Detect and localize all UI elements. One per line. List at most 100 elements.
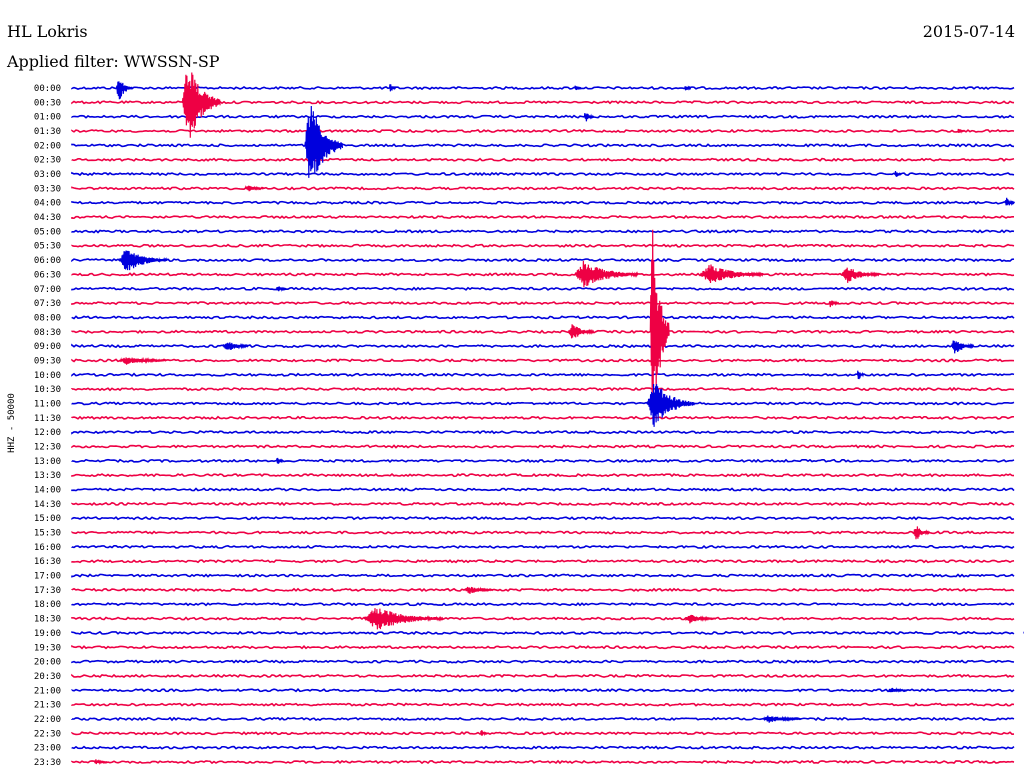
trace-row-0530 [71, 243, 1015, 248]
time-label: 01:00 [34, 113, 61, 123]
event-burst [119, 250, 168, 271]
event-burst [699, 264, 764, 284]
trace-row-0400 [71, 200, 1015, 205]
trace-lines [71, 85, 1015, 765]
time-label: 00:30 [34, 98, 61, 108]
event-burst [304, 105, 344, 178]
trace-row-1500 [71, 516, 1015, 521]
time-label: 02:00 [34, 141, 61, 151]
trace-row-1330 [71, 473, 1015, 478]
time-label: 06:00 [34, 256, 61, 266]
trace-row-1530 [71, 530, 1015, 535]
event-burst [119, 357, 168, 365]
time-label: 07:30 [34, 299, 61, 309]
time-label: 12:30 [34, 443, 61, 453]
trace-row-2000 [71, 659, 1015, 664]
event-burst [913, 526, 931, 540]
time-label: 01:30 [34, 127, 61, 137]
time-label: 14:00 [34, 486, 61, 496]
time-label: 05:00 [34, 227, 61, 237]
trace-row-1130 [71, 415, 1015, 420]
time-label: 09:30 [34, 356, 61, 366]
time-label: 05:30 [34, 242, 61, 252]
trace-row-2200 [71, 716, 1015, 722]
trace-row-1800 [71, 602, 1015, 607]
time-label: 13:30 [34, 471, 61, 481]
time-label: 08:00 [34, 313, 61, 323]
event-burst [115, 81, 133, 100]
time-label: 23:00 [34, 744, 61, 754]
trace-row-0230 [71, 157, 1015, 162]
trace-row-0200 [71, 143, 1015, 148]
event-burst [568, 324, 595, 339]
time-label: 18:00 [34, 600, 61, 610]
trace-row-1600 [71, 544, 1015, 549]
trace-row-0800 [71, 315, 1015, 320]
time-label: 20:00 [34, 658, 61, 668]
trace-row-1100 [71, 401, 1015, 406]
trace-row-0100 [71, 114, 1015, 119]
time-label: 13:00 [34, 457, 61, 467]
time-label: 04:30 [34, 213, 61, 223]
station-title: HL Lokris [7, 22, 88, 41]
event-burst [888, 687, 909, 693]
trace-row-1630 [71, 559, 1015, 564]
time-label: 22:30 [34, 729, 61, 739]
event-burst [684, 614, 717, 624]
time-label: 18:30 [34, 615, 61, 625]
time-label: 04:00 [34, 199, 61, 209]
time-label: 21:00 [34, 686, 61, 696]
event-burst [181, 72, 221, 138]
time-label: 19:30 [34, 643, 61, 653]
event-burst [951, 340, 975, 354]
event-burst [464, 586, 494, 594]
event-bursts [93, 72, 1024, 765]
event-burst [276, 286, 287, 292]
trace-row-1400 [71, 487, 1015, 492]
trace-row-1030 [71, 386, 1015, 392]
time-label: 19:00 [34, 629, 61, 639]
trace-row-2030 [71, 673, 1015, 679]
time-label: 21:30 [34, 701, 61, 711]
trace-row-0300 [71, 171, 1015, 177]
trace-row-0830 [71, 329, 1015, 334]
trace-row-0000 [71, 85, 1015, 91]
event-burst [894, 170, 902, 177]
event-burst [856, 370, 865, 380]
event-burst [480, 730, 488, 737]
trace-row-2300 [71, 745, 1015, 750]
time-label: 11:30 [34, 414, 61, 424]
trace-row-1900 [71, 630, 1015, 636]
trace-row-1730 [71, 587, 1015, 592]
trace-row-1830 [71, 616, 1015, 621]
time-label: 11:00 [34, 399, 61, 409]
trace-row-2230 [71, 731, 1015, 736]
event-burst [841, 267, 881, 283]
date-label: 2015-07-14 [922, 22, 1015, 41]
trace-row-0330 [71, 186, 1015, 191]
trace-row-1000 [71, 372, 1015, 378]
trace-row-0700 [71, 286, 1015, 291]
event-burst [574, 260, 639, 288]
trace-row-2100 [71, 688, 1015, 693]
time-label: 02:30 [34, 156, 61, 166]
trace-row-0430 [71, 214, 1015, 220]
event-burst [957, 128, 965, 134]
event-burst [389, 84, 397, 92]
time-label: 03:00 [34, 170, 61, 180]
time-label: 09:00 [34, 342, 61, 352]
trace-row-0900 [71, 343, 1015, 349]
event-burst [828, 300, 840, 308]
event-burst [574, 85, 582, 91]
event-burst [244, 185, 265, 192]
time-label: 15:30 [34, 529, 61, 539]
time-label: 20:30 [34, 672, 61, 682]
time-label: 12:00 [34, 428, 61, 438]
event-burst [222, 342, 249, 350]
trace-row-1430 [71, 501, 1015, 507]
time-label: 10:00 [34, 371, 61, 381]
time-label: 14:30 [34, 500, 61, 510]
trace-row-1230 [71, 444, 1015, 449]
trace-row-1300 [71, 458, 1015, 463]
